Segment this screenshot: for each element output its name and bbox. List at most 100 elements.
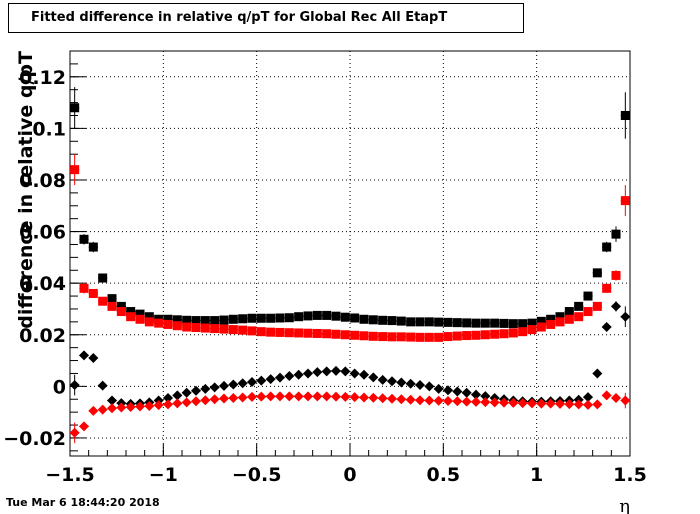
data-point-diamond	[125, 401, 136, 412]
x-tick-label: 1.5	[613, 464, 647, 486]
data-point-square	[116, 301, 126, 311]
data-point-diamond	[452, 386, 463, 397]
data-point-square	[144, 312, 154, 322]
data-point-diamond	[275, 372, 285, 383]
x-tick-label: −0.5	[232, 464, 282, 486]
data-point-square	[144, 317, 154, 327]
data-point-diamond	[200, 395, 211, 406]
y-tick-label: 0.08	[19, 170, 66, 192]
data-point-square	[359, 314, 369, 324]
data-point-square	[499, 329, 509, 339]
data-point-square	[434, 332, 444, 342]
data-point-diamond	[340, 391, 351, 402]
data-point-square	[415, 317, 425, 327]
data-point-square	[518, 327, 528, 337]
data-point-diamond	[536, 398, 547, 409]
data-point-square	[135, 314, 145, 324]
x-tick-label: −1.5	[45, 464, 95, 486]
data-point-diamond	[499, 397, 509, 408]
data-point-square	[536, 322, 546, 332]
data-point-diamond	[265, 374, 276, 385]
data-point-diamond	[620, 395, 631, 406]
data-point-diamond	[69, 427, 80, 438]
data-point-diamond	[480, 391, 491, 402]
tick-labels: −1.5 −1 −0.5 0 0.5 1 1.5 −0.02 0 0.02 0.04 0.06 0.08…	[3, 67, 647, 486]
data-point-square	[238, 325, 248, 335]
data-point-square	[574, 312, 584, 322]
data-point-square	[79, 234, 89, 244]
data-point-square	[490, 318, 500, 328]
data-point-diamond	[480, 397, 491, 408]
data-point-square	[200, 323, 210, 333]
data-point-square	[266, 313, 276, 323]
data-point-diamond	[405, 394, 416, 405]
data-point-diamond	[312, 391, 323, 402]
data-point-square	[546, 319, 556, 329]
data-point-diamond	[611, 301, 621, 312]
data-point-diamond	[284, 391, 295, 402]
data-point-diamond	[471, 396, 481, 407]
data-point-diamond	[144, 400, 155, 411]
y-axis-label: difference in relative q/pT	[15, 51, 37, 329]
data-point-square	[98, 273, 108, 283]
data-point-square	[536, 316, 546, 326]
data-point-square	[238, 314, 248, 324]
data-point-square	[555, 317, 565, 327]
error-bars	[70, 87, 630, 444]
data-point-square	[210, 324, 220, 334]
x-tick-label: −1	[149, 464, 178, 486]
axis-ticks	[69, 63, 631, 456]
data-point-diamond	[592, 399, 603, 410]
data-point-diamond	[293, 391, 304, 402]
data-point-diamond	[116, 402, 127, 413]
data-point-diamond	[583, 399, 593, 410]
data-point-square	[350, 330, 360, 340]
data-point-square	[331, 329, 341, 339]
data-point-diamond	[377, 374, 388, 385]
data-point-square	[378, 315, 388, 325]
data-point-diamond	[331, 391, 341, 402]
data-point-diamond	[219, 393, 229, 404]
data-point-square	[443, 332, 453, 342]
data-point-diamond	[555, 398, 565, 409]
data-point-diamond	[359, 369, 369, 380]
data-point-square	[583, 307, 593, 317]
data-point-square	[387, 332, 397, 342]
data-point-diamond	[321, 391, 332, 402]
data-point-square	[266, 327, 276, 337]
data-point-diamond	[107, 395, 117, 406]
data-point-square	[424, 317, 434, 327]
data-point-square	[611, 270, 621, 280]
data-point-diamond	[349, 392, 360, 403]
data-point-diamond	[303, 391, 313, 402]
data-point-square	[592, 301, 602, 311]
data-point-diamond	[331, 365, 341, 376]
data-point-diamond	[153, 400, 164, 411]
data-point-diamond	[415, 395, 425, 406]
data-point-square	[555, 312, 565, 322]
data-point-square	[191, 323, 201, 333]
data-point-square	[574, 301, 584, 311]
data-point-square	[126, 307, 136, 317]
data-point-square	[415, 332, 425, 342]
data-point-diamond	[471, 389, 481, 400]
data-point-diamond	[237, 378, 248, 389]
data-point-square	[396, 316, 406, 326]
data-point-square	[406, 317, 416, 327]
data-point-square	[247, 313, 257, 323]
data-point-square	[602, 283, 612, 293]
data-point-diamond	[396, 394, 407, 405]
data-point-square	[322, 310, 332, 320]
data-point-diamond	[181, 397, 192, 408]
data-point-diamond	[424, 381, 435, 392]
data-point-diamond	[172, 390, 183, 401]
data-point-diamond	[611, 392, 621, 403]
data-point-diamond	[321, 366, 332, 377]
data-point-square	[452, 331, 462, 341]
data-point-diamond	[433, 383, 444, 394]
data-point-diamond	[415, 380, 425, 391]
data-point-diamond	[228, 392, 239, 403]
data-point-square	[210, 316, 220, 326]
data-point-diamond	[79, 350, 89, 361]
grid	[70, 51, 630, 456]
